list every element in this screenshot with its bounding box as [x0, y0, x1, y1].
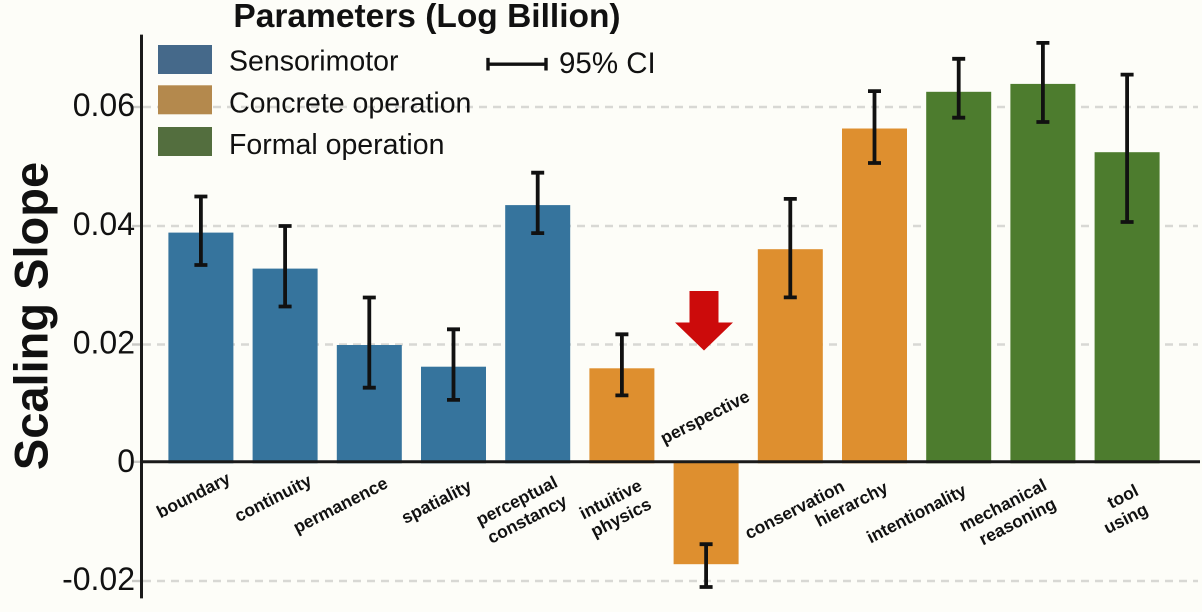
svg-text:Formal operation: Formal operation	[229, 129, 444, 161]
svg-text:Sensorimotor: Sensorimotor	[229, 46, 399, 78]
svg-text:-0.02: -0.02	[62, 561, 135, 597]
svg-text:0: 0	[117, 443, 135, 479]
svg-text:Scaling Slope: Scaling Slope	[4, 162, 57, 470]
svg-text:95% CI: 95% CI	[559, 47, 656, 80]
svg-text:0.04: 0.04	[73, 206, 135, 242]
svg-text:Concrete operation: Concrete operation	[229, 88, 471, 120]
svg-text:Parameters (Log Billion): Parameters (Log Billion)	[233, 0, 620, 35]
svg-text:0.06: 0.06	[73, 87, 135, 123]
svg-text:0.02: 0.02	[73, 324, 135, 360]
